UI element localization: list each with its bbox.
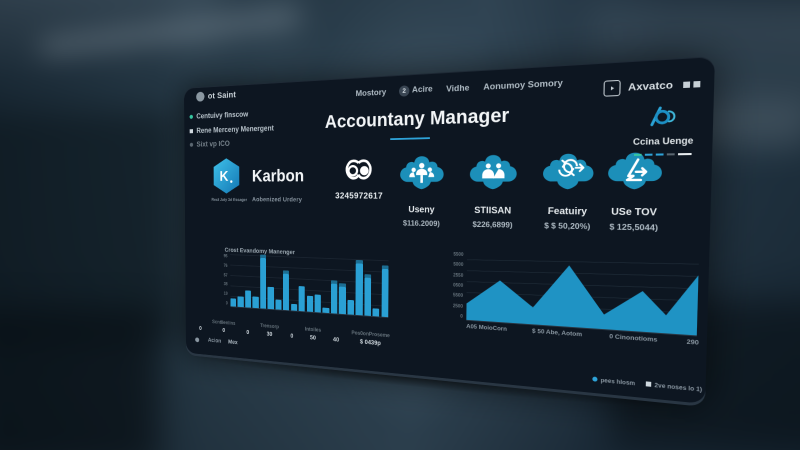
svg-text:K: K [220,168,229,184]
